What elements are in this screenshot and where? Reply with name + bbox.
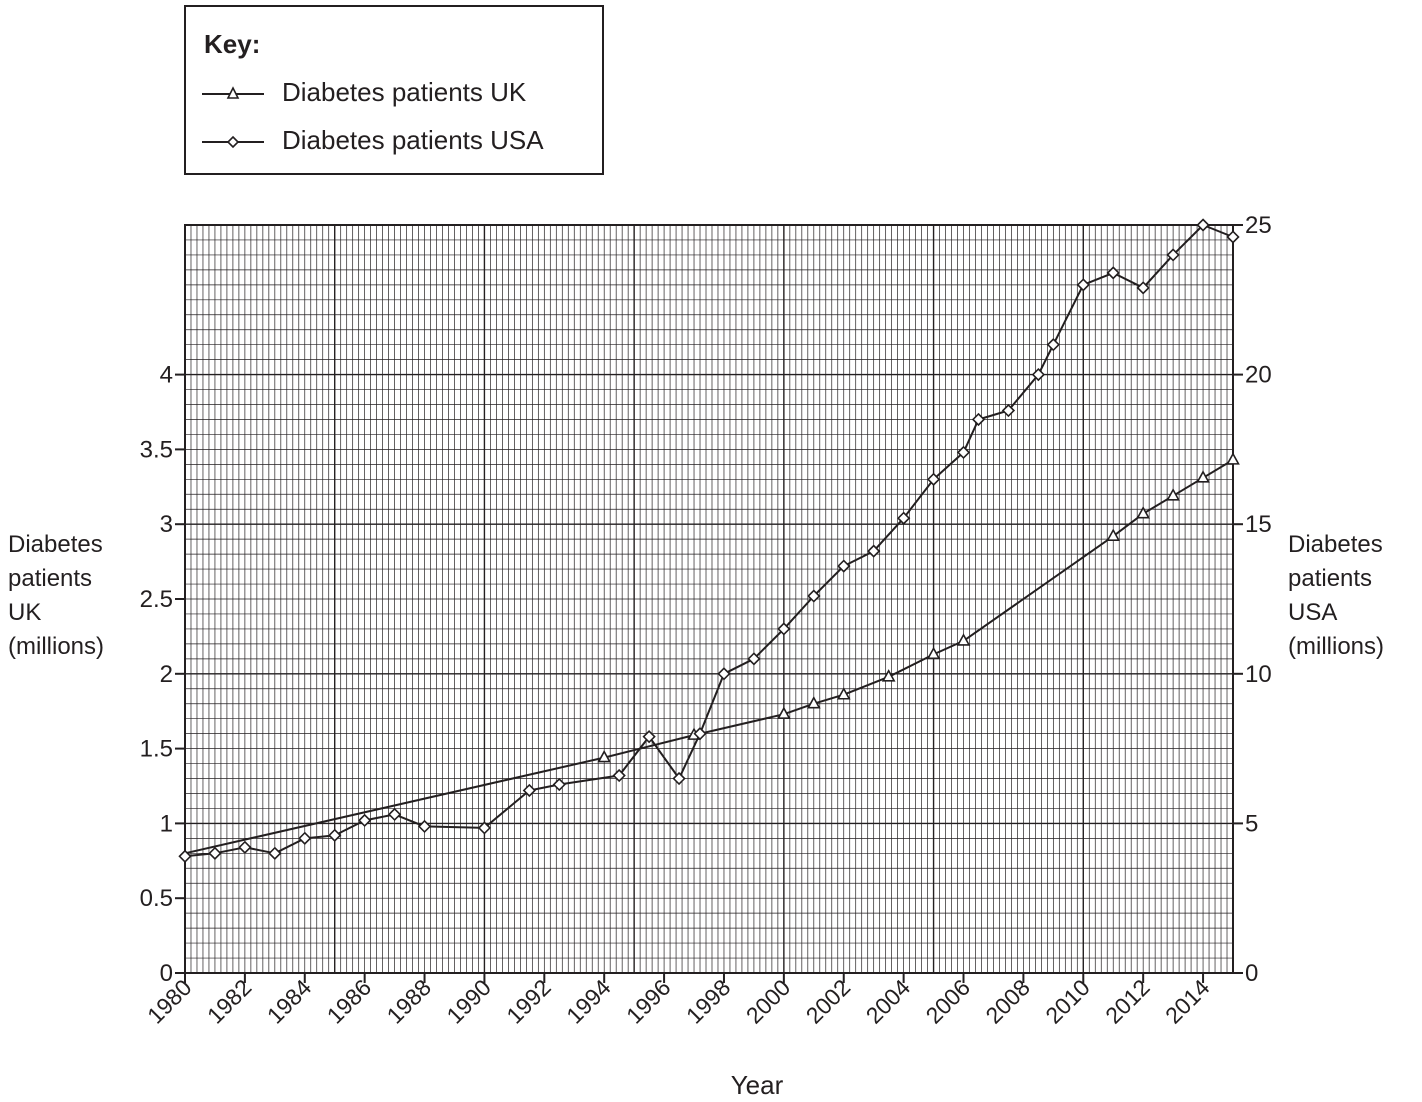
x-tick-label: 2014: [1160, 974, 1215, 1029]
triangle-marker-icon: [202, 86, 264, 99]
data-point-usa: [522, 783, 536, 798]
y-right-tick-label: 20: [1245, 362, 1272, 389]
data-point-usa: [693, 727, 707, 741]
y-axis-right-label: Diabetes patients USA (millions): [1288, 531, 1384, 660]
y-left-tick-label: 2.5: [140, 586, 173, 613]
data-point-uk: [1196, 470, 1210, 483]
y-left-tick-label: 1: [160, 810, 173, 837]
x-tick-label: 1996: [621, 974, 676, 1029]
y-left-tick-label: 3.5: [140, 436, 173, 463]
data-point-usa: [1076, 278, 1090, 292]
x-tick-label: 2006: [920, 974, 975, 1029]
data-point-uk: [1106, 528, 1121, 541]
data-point-usa: [208, 846, 222, 860]
data-point-usa: [672, 771, 686, 786]
data-point-uk: [777, 706, 791, 719]
data-point-usa: [387, 807, 402, 822]
x-tick-label: 1998: [681, 974, 736, 1029]
x-tick-label: 1990: [441, 974, 496, 1029]
data-point-uk: [881, 669, 896, 682]
x-tick-label: 2004: [861, 974, 916, 1029]
data-point-usa: [777, 622, 791, 636]
data-point-uk: [1226, 452, 1240, 465]
data-point-usa: [1046, 338, 1060, 352]
data-point-usa: [552, 777, 566, 792]
series-layer: [178, 218, 1240, 863]
data-point-usa: [358, 813, 372, 828]
x-tick-label: 1994: [561, 974, 616, 1029]
data-point-uk: [836, 687, 851, 700]
data-point-usa: [971, 412, 986, 427]
data-point-usa: [1226, 230, 1240, 244]
data-point-uk: [1166, 488, 1180, 501]
data-point-usa: [807, 589, 821, 603]
y-right-tick-label: 10: [1245, 661, 1272, 688]
y-left-tick-label: 2: [160, 661, 173, 688]
data-point-uk: [956, 633, 971, 646]
y-axis-left-label: Diabetes patients UK (millions): [8, 531, 104, 660]
data-point-usa: [1166, 248, 1180, 262]
x-tick-label: 1982: [202, 974, 257, 1029]
data-point-usa: [328, 828, 342, 842]
y-right-tick-label: 15: [1245, 511, 1272, 538]
data-point-usa: [298, 831, 312, 845]
data-point-usa: [1196, 218, 1210, 232]
data-point-uk: [806, 696, 821, 709]
legend-title: Key:: [204, 29, 261, 59]
data-point-usa: [837, 559, 851, 573]
y-left-tick-label: 0: [160, 960, 173, 987]
data-point-usa: [642, 730, 656, 744]
y-left-tick-label: 0.5: [140, 885, 173, 912]
y-left-tick-label: 1.5: [140, 736, 173, 763]
series-line-usa: [184, 224, 1234, 858]
x-tick-label: 1992: [501, 974, 556, 1029]
x-tick-label: 2012: [1100, 974, 1155, 1029]
data-point-usa: [477, 821, 492, 835]
y-right-tick-label: 25: [1245, 212, 1272, 239]
data-point-usa: [1001, 403, 1016, 418]
data-point-uk: [926, 646, 941, 660]
diamond-marker-icon: [202, 135, 264, 149]
x-tick-label: 2010: [1040, 974, 1095, 1029]
data-point-usa: [612, 768, 626, 783]
y-left-tick-label: 4: [160, 362, 173, 389]
data-point-usa: [747, 652, 761, 666]
x-tick-label: 1984: [262, 974, 317, 1029]
data-point-usa: [178, 849, 192, 863]
x-tick-label: 1988: [382, 974, 437, 1029]
data-point-usa: [238, 840, 252, 854]
y-right-tick-label: 5: [1245, 810, 1258, 837]
y-right-tick-label: 0: [1245, 960, 1258, 987]
data-point-uk: [1136, 506, 1151, 519]
grid: [184, 224, 1234, 974]
legend-box: Key: Diabetes patients UK Diabetes patie…: [184, 5, 604, 175]
series-line-uk: [184, 459, 1234, 855]
data-point-usa: [717, 667, 731, 681]
x-tick-label: 2002: [801, 974, 856, 1029]
data-point-usa: [417, 819, 432, 834]
x-tick-label: 2008: [980, 974, 1035, 1029]
data-point-usa: [268, 846, 282, 860]
legend-label-uk: Diabetes patients UK: [282, 77, 527, 107]
data-point-usa: [1136, 281, 1150, 295]
legend-label-usa: Diabetes patients USA: [282, 125, 544, 155]
data-point-usa: [926, 472, 941, 486]
data-point-usa: [956, 445, 971, 460]
data-point-usa: [1031, 367, 1046, 382]
x-tick-label: 2000: [741, 974, 796, 1029]
data-point-usa: [1106, 266, 1120, 280]
x-axis-label: Year: [731, 1070, 784, 1100]
data-point-uk: [597, 749, 612, 763]
y-left-tick-label: 3: [160, 511, 173, 538]
x-tick-label: 1986: [322, 974, 377, 1029]
data-point-usa: [867, 544, 881, 558]
data-point-usa: [896, 511, 911, 525]
